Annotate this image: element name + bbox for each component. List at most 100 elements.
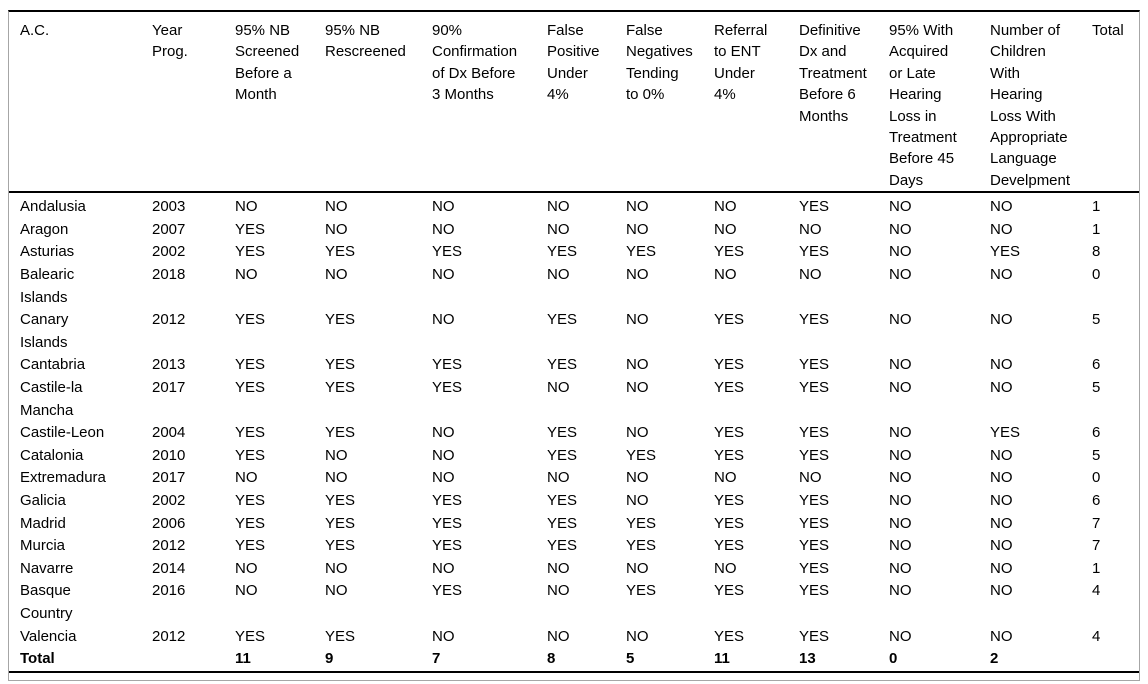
value-cell: 2004 <box>152 424 186 442</box>
value-cell: 7 <box>1092 514 1101 532</box>
column-header-3: 95% NB Screened Before a Month <box>235 12 325 194</box>
value-cell: NO <box>990 266 1013 284</box>
value-cell: 2014 <box>152 559 186 577</box>
value-cell: YES <box>432 582 463 600</box>
value-cell: 2003 <box>152 198 186 216</box>
value-cell: NO <box>626 266 649 284</box>
value-cell: 1 <box>1092 559 1101 577</box>
value-cell: YES <box>325 424 356 442</box>
value-cell: NO <box>325 220 348 238</box>
value-cell: NO <box>432 311 455 329</box>
value-cell: 2018 <box>152 266 186 284</box>
value-cell: NO <box>889 491 912 509</box>
value-cell: YES <box>432 537 463 555</box>
value-cell: NO <box>432 220 455 238</box>
value-cell: NO <box>432 446 455 464</box>
value-cell: NO <box>325 469 348 487</box>
value-cell: NO <box>889 220 912 238</box>
value-cell: NO <box>714 220 737 238</box>
value-cell: 13 <box>799 648 889 673</box>
value-cell: 7 <box>1092 537 1101 555</box>
value-cell: YES <box>799 627 830 645</box>
value-cell: NO <box>714 469 737 487</box>
value-cell: NO <box>990 379 1013 396</box>
value-cell: YES <box>235 379 266 396</box>
value-cell: YES <box>235 424 266 442</box>
value-cell: YES <box>235 491 266 509</box>
value-cell: YES <box>714 379 745 396</box>
column-header-1: A.C. <box>9 12 152 194</box>
value-cell: NO <box>432 266 455 284</box>
value-cell: NO <box>325 198 348 216</box>
table-row: Balearic Islands 2018 NO NO NO NO NO NO NO NO NO 0 <box>9 264 1139 309</box>
value-cell: YES <box>432 514 463 532</box>
value-cell: YES <box>325 514 356 532</box>
value-cell: 2010 <box>152 446 186 464</box>
value-cell: NO <box>547 627 570 645</box>
value-cell: NO <box>889 559 912 577</box>
value-cell: NO <box>990 582 1013 600</box>
value-cell: YES <box>235 243 266 261</box>
table-row: Andalusia 2003 NO NO NO NO NO NO YES NO NO 1 <box>9 192 1139 219</box>
value-cell: NO <box>432 627 455 645</box>
value-cell: YES <box>799 582 830 600</box>
value-cell: NO <box>889 198 912 216</box>
value-cell: 11 <box>714 648 799 673</box>
value-cell: YES <box>714 537 745 555</box>
value-cell: NO <box>990 491 1013 509</box>
value-cell: 6 <box>1092 424 1101 442</box>
value-cell: NO <box>889 446 912 464</box>
column-header-6: False Positive Under 4% <box>547 12 626 194</box>
value-cell: YES <box>235 627 266 645</box>
value-cell: NO <box>626 491 649 509</box>
value-cell: YES <box>799 514 830 532</box>
value-cell: NO <box>714 266 737 284</box>
value-cell: NO <box>626 424 649 442</box>
column-header-4: 95% NB Rescreened <box>325 12 432 194</box>
table-row: Asturias 2002 YES YES YES YES YES YES YES NO YES 8 <box>9 241 1139 264</box>
value-cell: YES <box>990 243 1021 261</box>
value-cell: YES <box>799 243 830 261</box>
value-cell: 2017 <box>152 469 186 487</box>
value-cell: NO <box>325 582 348 600</box>
value-cell: NO <box>889 266 912 284</box>
value-cell: NO <box>990 559 1013 577</box>
value-cell: NO <box>235 266 258 284</box>
value-cell: 4 <box>1092 582 1101 600</box>
column-header-5: 90% Confirmation of Dx Before 3 Months <box>432 12 547 194</box>
value-cell: 5 <box>1092 311 1101 329</box>
value-cell: 2002 <box>152 491 186 509</box>
value-cell: NO <box>626 220 649 238</box>
value-cell: YES <box>235 356 266 374</box>
value-cell: NO <box>626 559 649 577</box>
table-row: Catalonia 2010 YES NO NO YES YES YES YES NO NO 5 <box>9 445 1139 468</box>
value-cell: YES <box>799 379 830 396</box>
value-cell <box>152 648 235 673</box>
row-label-cell: Asturias <box>20 243 75 261</box>
row-label-cell: Cantabria <box>20 356 86 374</box>
value-cell: 9 <box>325 648 432 673</box>
table-head: A.C. Year Prog. 95% NB Screened Before a M… <box>9 12 1139 194</box>
value-cell: 5 <box>626 648 714 673</box>
value-cell: YES <box>235 514 266 532</box>
value-cell: NO <box>325 266 348 284</box>
value-cell: YES <box>547 311 578 329</box>
table-row: Cantabria 2013 YES YES YES YES NO YES YES NO NO 6 <box>9 354 1139 377</box>
value-cell: YES <box>325 356 356 374</box>
value-cell: 5 <box>1092 446 1101 464</box>
table-row: Castile-la Mancha 2017 YES YES YES NO NO YES YES… <box>9 377 1139 422</box>
value-cell: NO <box>889 582 912 600</box>
total-row: Total 11 9 7 8 5 11 13 0 2 <box>9 648 1139 673</box>
value-cell: YES <box>547 446 578 464</box>
value-cell: YES <box>626 446 657 464</box>
value-cell: YES <box>626 514 657 532</box>
column-header-7: False Negatives Tending to 0% <box>626 12 714 194</box>
value-cell: YES <box>325 379 356 396</box>
value-cell: NO <box>432 559 455 577</box>
value-cell: YES <box>432 379 463 396</box>
value-cell: YES <box>799 311 830 329</box>
row-label-cell: Canary Islands <box>20 311 69 351</box>
value-cell: 2012 <box>152 627 186 645</box>
value-cell: 0 <box>1092 469 1101 487</box>
value-cell: YES <box>626 537 657 555</box>
